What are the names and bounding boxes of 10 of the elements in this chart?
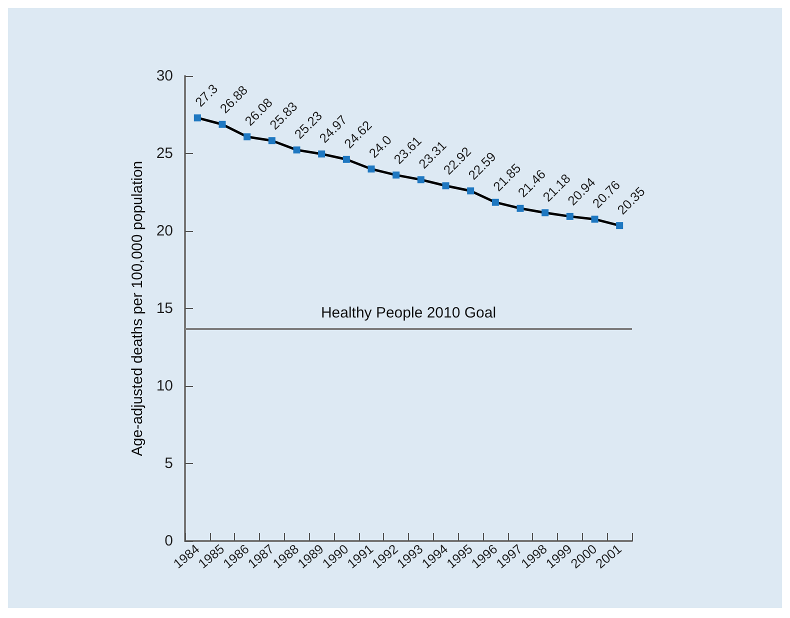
y-tick-label: 5 [164,455,173,472]
y-tick-label: 20 [156,222,173,240]
y-tick-label: 15 [156,300,173,317]
y-tick-label: 30 [156,68,173,84]
y-tick-label: 0 [164,532,173,550]
y-axis-title: Age-adjusted deaths per 100,000 population [129,160,146,456]
y-tick-label: 10 [156,378,173,394]
data-label: 24.0 [366,132,394,161]
y-tick-label: 25 [156,145,173,162]
ref-line-label: Healthy People 2010 Goal [320,304,496,322]
